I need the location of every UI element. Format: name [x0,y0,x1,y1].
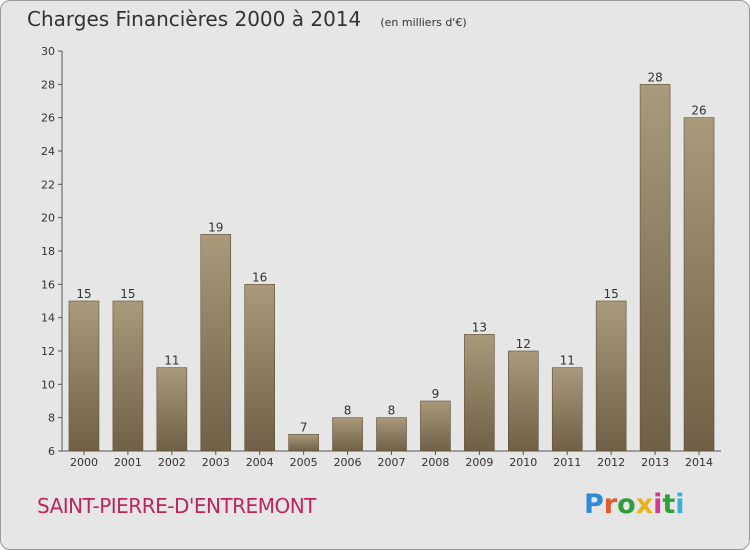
bar-value-label: 11 [560,354,575,368]
x-tick-label: 2003 [202,456,230,469]
y-tick-label: 6 [48,445,55,458]
bar-value-label: 15 [76,287,91,301]
bar-value-label: 15 [120,287,135,301]
x-tick-label: 2008 [421,456,449,469]
bar-2009 [464,334,495,452]
bar-value-label: 9 [432,387,440,401]
y-tick-label: 14 [41,312,55,325]
bar-value-label: 28 [647,70,662,84]
y-tick-label: 20 [41,212,55,225]
chart-subtitle: (en milliers d'€) [380,16,467,29]
chart-title: Charges Financières 2000 à 2014 [27,7,362,31]
y-tick-label: 18 [41,245,55,258]
y-tick-label: 28 [41,78,55,91]
bar-2006 [332,417,363,452]
bar-value-label: 8 [344,404,352,418]
x-tick-label: 2001 [114,456,142,469]
x-tick-label: 2013 [641,456,669,469]
y-tick-label: 10 [41,378,55,391]
bar-2004 [244,284,275,452]
bar-value-label: 12 [516,337,531,351]
x-tick-label: 2000 [70,456,98,469]
bar-2008 [420,400,451,452]
bar-2002 [156,367,188,452]
x-tick-label: 2005 [290,456,318,469]
x-tick-label: 2006 [334,456,362,469]
commune-name: SAINT-PIERRE-D'ENTREMONT [37,494,316,518]
x-tick-label: 2014 [685,456,713,469]
bar-2012 [595,300,627,452]
bar-2014 [683,117,715,452]
bar-value-label: 26 [691,104,706,118]
bar-2000 [68,300,100,452]
bar-2011 [551,367,583,452]
bar-value-label: 11 [164,354,179,368]
y-tick-label: 22 [41,178,55,191]
x-tick-label: 2004 [246,456,274,469]
x-tick-label: 2007 [378,456,406,469]
bar-2003 [200,234,232,452]
y-tick-label: 26 [41,112,55,125]
bar-2005 [288,434,319,452]
x-tick-label: 2002 [158,456,186,469]
x-tick-label: 2011 [553,456,581,469]
x-tick-label: 2010 [509,456,537,469]
bar-value-label: 16 [252,270,267,284]
bar-value-label: 19 [208,220,223,234]
bar-value-label: 8 [388,404,396,418]
bar-2013 [639,84,671,452]
x-tick-label: 2012 [597,456,625,469]
bar-value-label: 13 [472,320,487,334]
x-tick-label: 2009 [465,456,493,469]
y-tick-label: 30 [41,45,55,58]
proxiti-logo[interactable]: Proxiti [584,489,685,520]
title-row: Charges Financières 2000 à 2014 (en mill… [27,7,467,31]
bar-2001 [112,300,144,452]
bar-2007 [376,417,407,452]
y-tick-label: 12 [41,345,55,358]
bar-2010 [507,350,539,452]
bar-value-label: 7 [300,420,308,434]
bar-value-label: 15 [604,287,619,301]
y-tick-label: 8 [48,412,55,425]
y-tick-label: 24 [41,145,55,158]
y-tick-label: 16 [41,278,55,291]
